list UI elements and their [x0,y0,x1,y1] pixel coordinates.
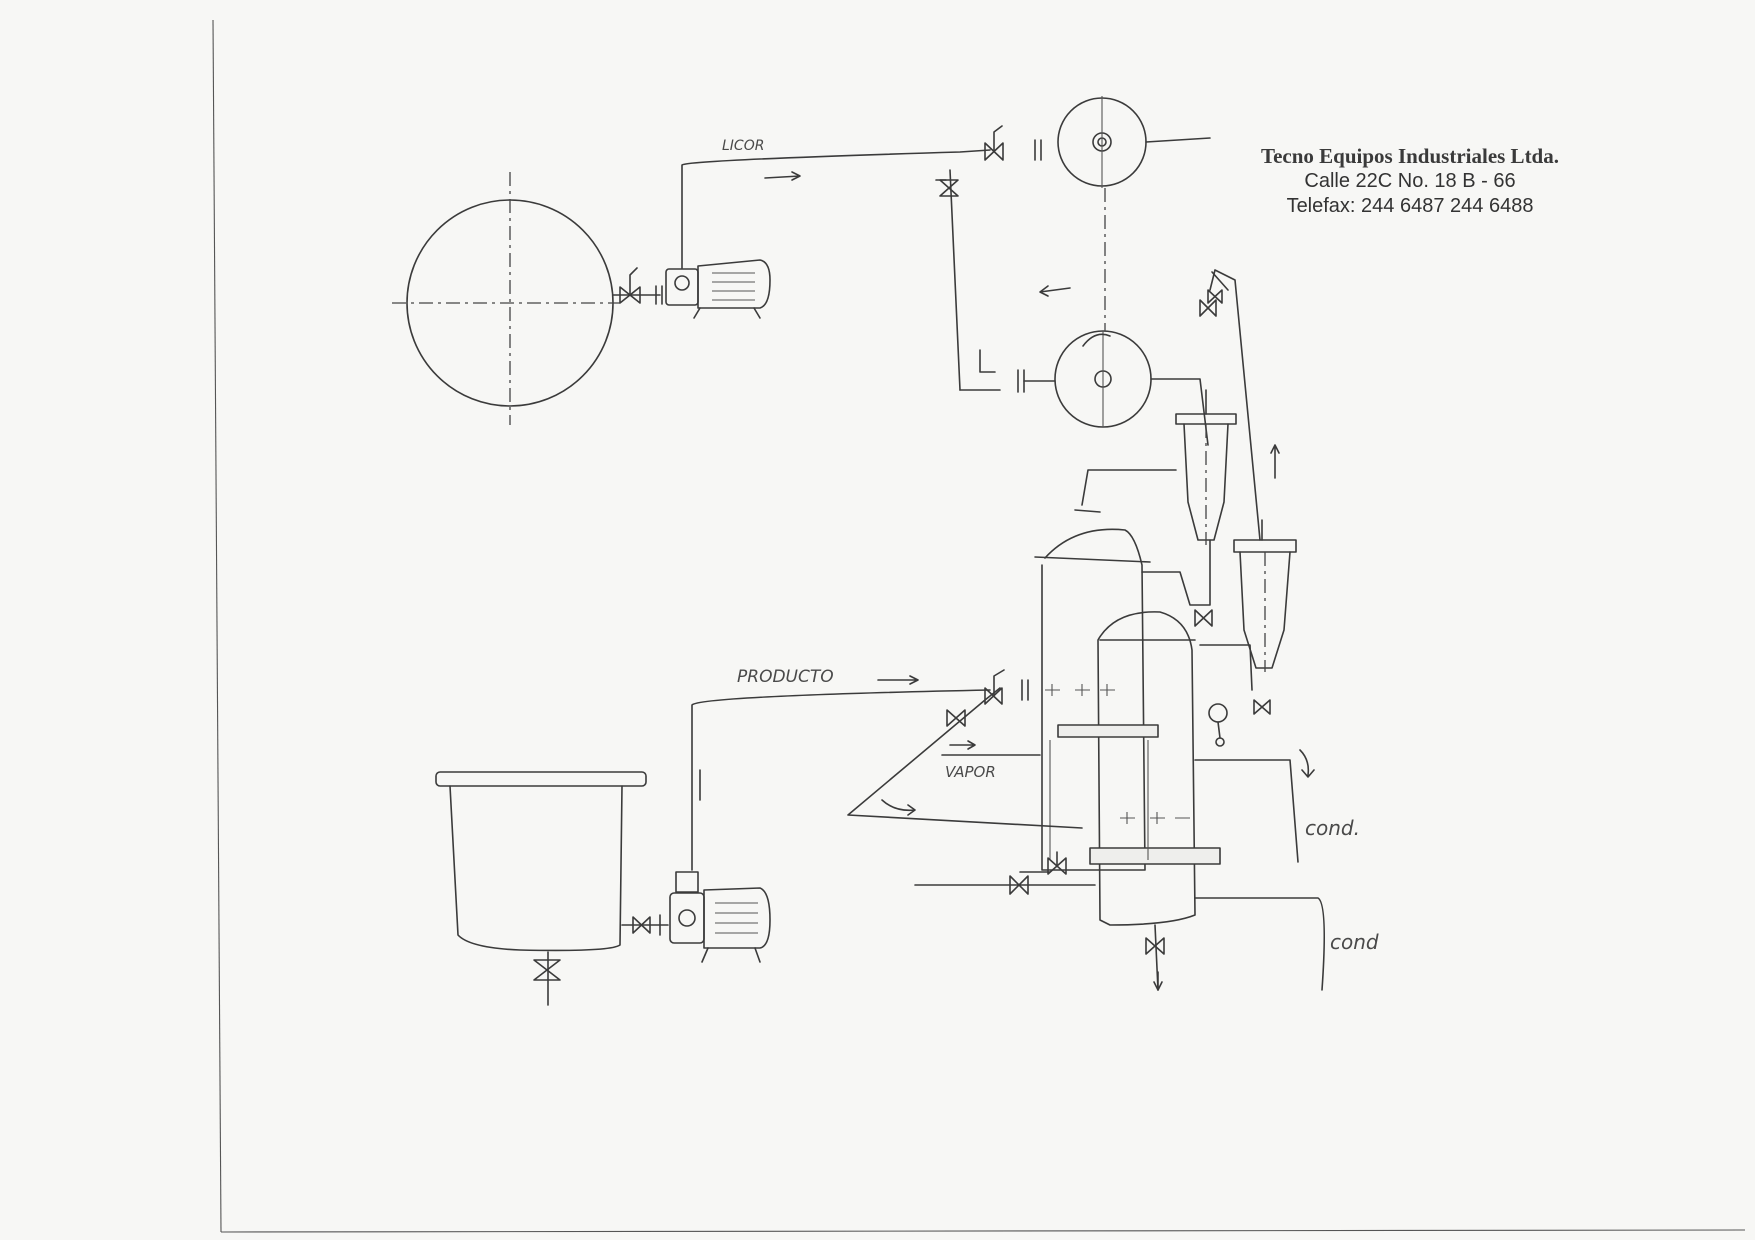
product-line [691,689,991,871]
product-pump-valve-icon [632,916,651,934]
pressure-gauge-icon [1208,703,1228,747]
label-cond-upper: cond. [1305,816,1360,840]
stamp: Tecno Equipos Industriales Ltda. Calle 2… [1260,143,1560,219]
valve-marks [1045,684,1115,696]
steam-valve-icon [1009,875,1029,895]
cyclone-drain-pipe [1199,644,1253,691]
liquor-tank [392,172,620,425]
cyclone-top-line [1081,469,1177,506]
label-licor: LICOR [722,138,764,154]
evaporator-body-upper [1034,509,1151,871]
vapor-outlet-line [1150,378,1209,446]
flow-arrow-icon [764,171,801,181]
evaporator-body-lower [1097,611,1196,926]
bypass-elbow [979,349,996,373]
product-return-arrow-icon [881,799,916,816]
product-side-valve-icon [946,709,966,727]
overhead-valve-icon [1194,609,1213,627]
flow-arrow-icon [1270,444,1280,479]
tank-outlet-valve-icon [619,267,641,304]
product-tank [435,771,647,1006]
condensate-arrow-icon [1299,749,1315,778]
bottom-drain-valve-icon [1145,937,1165,955]
overhead-pipe [1141,539,1211,606]
product-pump-icon [669,871,771,963]
sheet-left-edge [212,19,222,1233]
company-address: Calle 22C No. 18 B - 66 [1304,170,1516,193]
vapor-arrow-icon [949,740,976,750]
product-loop [847,687,1083,829]
lower-separator [1054,330,1152,428]
upper-separator [1057,96,1211,188]
company-name: Tecno Equipos Industriales Ltda. [1261,144,1559,168]
drain-arrow-icon [1153,971,1163,991]
condensate-line-lower [1194,897,1326,991]
sheet-bottom-edge [220,1229,1746,1233]
bypass-line [949,169,961,391]
company-phone: Telefax: 244 6487 244 6488 [1286,195,1534,218]
top-right-valve-icon [1207,271,1229,304]
steam-control-valve-icon [1047,851,1067,875]
condensate-line-upper [1194,759,1299,863]
valve-marks [1120,812,1190,824]
liquor-pump-icon [665,259,771,319]
upper-cyclone [1175,389,1237,545]
recycle-line [1209,269,1261,541]
upper-right-valve-icon [1199,299,1217,317]
label-cond-lower: cond [1330,930,1379,954]
return-arrow-icon [1039,285,1071,297]
lower-cyclone [1233,519,1297,672]
liquor-inlet-valve-icon [984,125,1004,161]
flow-arrow-icon [877,675,919,685]
product-valve-icon [984,669,1005,705]
heat-exchanger [1049,724,1221,865]
label-producto: PRODUCTO [737,667,834,687]
label-vapor: VAPOR [945,763,996,781]
liquor-line [681,149,991,269]
bypass-valve-icon [935,179,959,197]
cyclone-drain-valve-icon [1253,699,1271,715]
